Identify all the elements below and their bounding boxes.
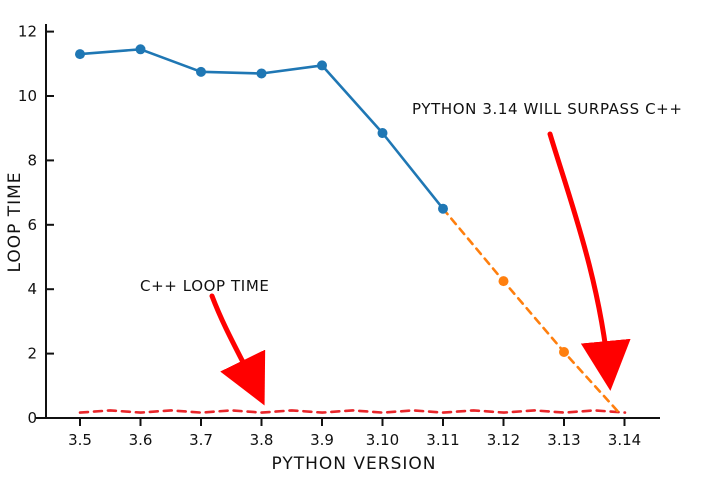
y-tick-label: 12 bbox=[18, 23, 37, 41]
y-axis-label: LOOP TIME bbox=[5, 171, 25, 272]
data-point-measured bbox=[317, 60, 327, 71]
data-point-measured bbox=[377, 128, 388, 139]
x-tick-label: 3.12 bbox=[487, 431, 520, 449]
x-tick-label: 3.8 bbox=[250, 431, 274, 449]
data-point-extrapolated bbox=[559, 346, 569, 357]
data-point-extrapolated bbox=[498, 276, 509, 287]
y-tick-label: 6 bbox=[27, 216, 37, 234]
annotation-cpp: C++ LOOP TIME bbox=[140, 277, 269, 295]
y-tick-label: 10 bbox=[18, 87, 37, 105]
y-tick-label: 4 bbox=[27, 280, 37, 298]
series-line-extrapolated bbox=[441, 207, 621, 415]
data-point-measured bbox=[256, 68, 267, 79]
series-line-cpp bbox=[78, 409, 627, 414]
data-point-measured bbox=[135, 44, 146, 55]
annotation-python: PYTHON 3.14 WILL SURPASS C++ bbox=[412, 100, 683, 118]
data-point-measured bbox=[75, 49, 85, 60]
x-tick-label: 3.6 bbox=[129, 431, 153, 449]
x-tick-label: 3.7 bbox=[189, 431, 213, 449]
x-tick-label: 3.9 bbox=[310, 431, 334, 449]
data-point-measured bbox=[196, 66, 206, 77]
x-tick-label: 3.5 bbox=[68, 431, 92, 449]
y-ticks: 0 2 4 6 8 10 12 bbox=[18, 23, 54, 427]
x-tick-label: 3.10 bbox=[366, 431, 399, 449]
data-point-measured bbox=[438, 203, 448, 214]
x-ticks: 3.5 3.6 3.7 3.8 3.9 3.10 3.11 3.12 3.13 3.14 bbox=[68, 418, 641, 449]
annotation-arrow-python bbox=[547, 131, 631, 391]
x-tick-label: 3.14 bbox=[608, 431, 641, 449]
y-tick-label: 2 bbox=[27, 345, 37, 363]
y-tick-label: 8 bbox=[27, 151, 37, 169]
y-axis bbox=[44, 23, 48, 419]
y-tick-label: 0 bbox=[27, 409, 37, 427]
x-tick-label: 3.13 bbox=[547, 431, 580, 449]
x-axis-label: PYTHON VERSION bbox=[271, 454, 436, 474]
annotation-arrow-cpp bbox=[209, 293, 266, 406]
x-axis bbox=[35, 416, 661, 420]
x-tick-label: 3.11 bbox=[426, 431, 459, 449]
